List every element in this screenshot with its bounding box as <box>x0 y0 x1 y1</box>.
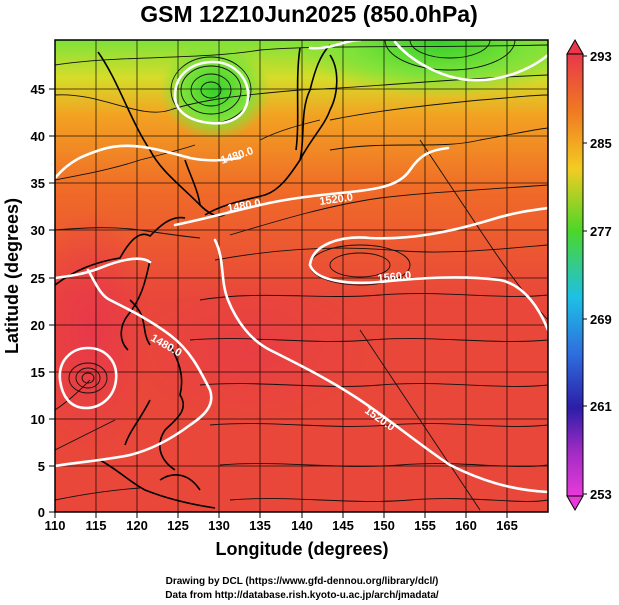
colorbar-label: 285 <box>590 136 612 151</box>
x-tick-labels: 110 115 120 125 130 135 140 145 150 155 … <box>45 518 518 533</box>
y-tick-label: 15 <box>31 365 45 380</box>
low-pressure-swirl <box>170 56 252 124</box>
warm-left-region <box>55 210 150 450</box>
x-tick-label: 135 <box>249 518 271 533</box>
x-tick-label: 120 <box>126 518 148 533</box>
x-tick-label: 115 <box>86 518 107 533</box>
colorbar-label: 277 <box>590 224 612 239</box>
geopotential-contours <box>55 40 548 494</box>
y-axis-title: Latitude (degrees) <box>2 198 22 354</box>
warm-low-region <box>130 280 370 420</box>
x-tick-label: 155 <box>414 518 436 533</box>
x-tick-label: 140 <box>291 518 313 533</box>
colorbar-ticks <box>583 55 587 495</box>
plot-area: 1480.0 1480.0 1520.0 1560.0 1480.0 1520.… <box>55 40 548 512</box>
y-tick-label: 10 <box>31 412 45 427</box>
credit-drawing: Drawing by DCL (https://www.gfd-dennou.o… <box>166 576 439 587</box>
y-tick-label: 25 <box>31 271 45 286</box>
y-tick-label: 40 <box>31 129 45 144</box>
x-tick-label: 165 <box>496 518 518 533</box>
x-tick-label: 125 <box>167 518 189 533</box>
tick-marks <box>49 88 508 518</box>
tropical-swirl <box>68 362 108 394</box>
colorbar: 293 285 277 269 261 253 <box>566 38 612 512</box>
y-tick-label: 45 <box>31 82 45 97</box>
y-tick-label: 20 <box>31 318 45 333</box>
colorbar-label: 253 <box>590 487 612 502</box>
x-tick-label: 145 <box>332 518 354 533</box>
contour-label-4: 1560.0 <box>377 270 412 285</box>
y-tick-label: 35 <box>31 176 45 191</box>
colorbar-top-arrow <box>566 38 584 55</box>
contour-label-2: 1480.0 <box>226 197 261 215</box>
green-upper-right-region <box>290 40 548 97</box>
y-tick-label: 5 <box>38 459 45 474</box>
x-tick-label: 110 <box>45 518 66 533</box>
colorbar-bottom-arrow <box>566 495 584 512</box>
y-tick-labels: 0 5 10 15 20 25 30 35 40 45 <box>31 82 45 520</box>
colorbar-scale <box>566 53 584 497</box>
coastlines <box>55 44 338 509</box>
x-tick-label: 150 <box>373 518 395 533</box>
y-tick-label: 0 <box>38 505 45 520</box>
x-tick-label: 130 <box>208 518 230 533</box>
wind-streamlines <box>55 44 548 511</box>
map-title: GSM 12Z10Jun2025 (850.0hPa) <box>140 1 478 27</box>
colorbar-label: 269 <box>590 312 612 327</box>
colorbar-label: 293 <box>590 49 612 64</box>
x-axis-title: Longitude (degrees) <box>215 539 388 559</box>
green-high-swirl <box>384 40 516 71</box>
y-tick-label: 30 <box>31 223 45 238</box>
contour-label-3: 1520.0 <box>319 191 354 208</box>
x-tick-label: 160 <box>455 518 477 533</box>
credit-data: Data from http://database.rish.kyoto-u.a… <box>165 590 439 601</box>
colorbar-label: 261 <box>590 399 612 414</box>
